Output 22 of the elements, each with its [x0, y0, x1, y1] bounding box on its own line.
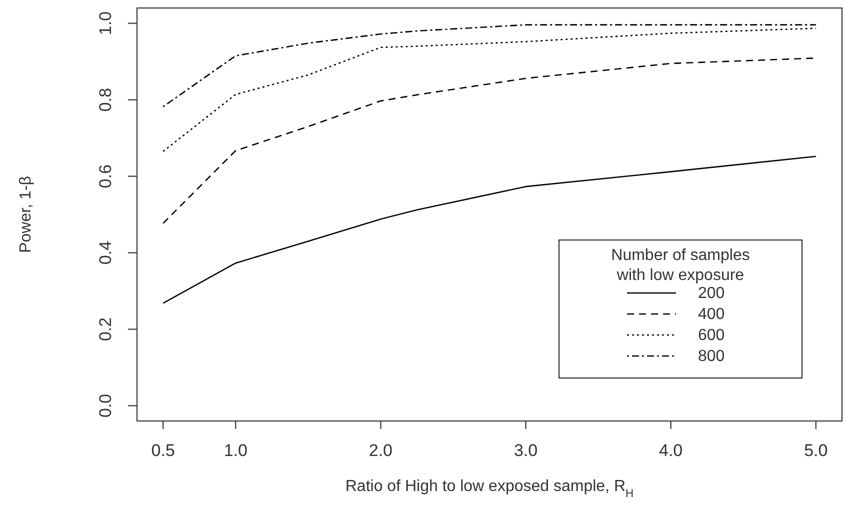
- legend-title: Number of samples with low exposure: [611, 247, 750, 284]
- y-tick-label: 0.6: [96, 164, 115, 188]
- x-tick-label: 5.0: [804, 441, 828, 460]
- y-tick-label: 0.4: [96, 240, 115, 265]
- legend-label: 200: [698, 285, 725, 302]
- y-tick-label: 0.2: [96, 317, 115, 342]
- line-series: [162, 24, 817, 108]
- x-tick-label: 3.0: [514, 441, 538, 460]
- x-tick-label: 1.0: [224, 441, 248, 460]
- x-tick-label: 2.0: [368, 441, 393, 460]
- line-series: [162, 156, 817, 304]
- line-series: [162, 28, 817, 152]
- x-tick-label: 4.0: [659, 441, 683, 460]
- y-tick-label: 0.8: [96, 88, 115, 112]
- legend-label: 600: [698, 327, 725, 344]
- y-tick-label: 0.0: [96, 394, 115, 418]
- x-axis-title: Ratio of High to low exposed sample, R$_{H}$: [345, 478, 634, 500]
- y-axis-title: Power, 1-β: [18, 176, 35, 253]
- y-tick-label: 1.0: [96, 11, 115, 36]
- x-tick-label: 0.5: [151, 441, 175, 460]
- legend-label: 800: [698, 348, 725, 365]
- legend-label: 400: [698, 306, 725, 323]
